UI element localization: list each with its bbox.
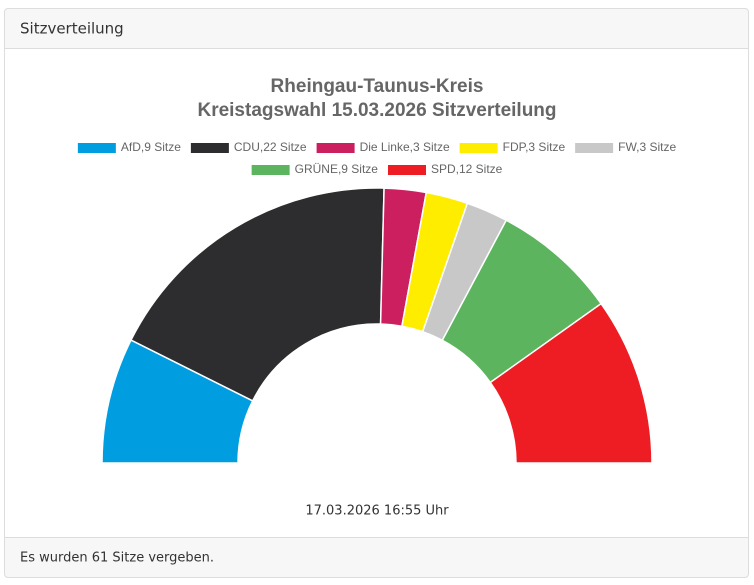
chart-subtitle: Kreistagswahl 15.03.2026 Sitzverteilung [197,100,556,121]
seat-segment [489,302,653,464]
legend-swatch [387,165,426,175]
card-footer [4,537,749,578]
legend-label: FW,3 Sitze [618,140,676,154]
card-header [4,8,749,49]
legend-swatch [459,143,498,153]
legend-label: SPD,12 Sitze [431,162,503,176]
legend-label: FDP,3 Sitze [503,140,566,154]
footer-text: Es wurden 61 Sitze vergeben. [20,551,214,566]
legend-swatch [190,143,229,153]
timestamp: 17.03.2026 16:55 Uhr [305,504,449,519]
legend-label: CDU,22 Sitze [234,140,307,154]
legend-swatch [316,143,355,153]
seat-segment [130,187,385,402]
legend-label: GRÜNE,9 Sitze [295,162,379,176]
legend-swatch [77,143,116,153]
legend-swatch [251,165,290,175]
chart-title: Rheingau-Taunus-Kreis [271,76,484,97]
legend-swatch [575,143,614,153]
legend-label: Die Linke,3 Sitze [360,140,450,154]
legend-label: AfD,9 Sitze [121,140,181,154]
card-title: Sitzverteilung [20,20,124,38]
